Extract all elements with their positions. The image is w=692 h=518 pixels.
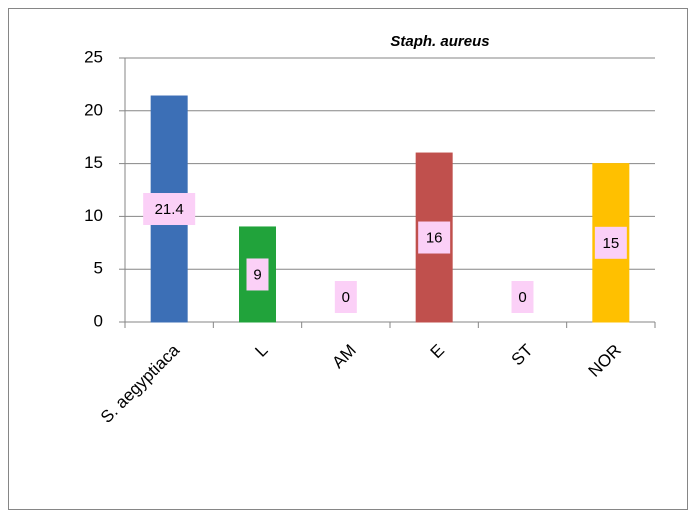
y-tick-label: 15 <box>84 153 103 172</box>
data-label-box <box>334 281 357 313</box>
y-tick-label: 0 <box>94 311 103 330</box>
data-label-box <box>594 226 627 259</box>
data-label: 16 <box>426 229 443 246</box>
y-tick-label: 25 <box>84 47 103 66</box>
data-label: 21.4 <box>155 201 184 218</box>
data-label: 0 <box>342 289 350 306</box>
chart-border <box>8 8 688 510</box>
data-label: 0 <box>518 289 526 306</box>
data-label-box <box>418 221 451 254</box>
y-tick-label: 5 <box>94 259 103 278</box>
chart-title: Staph. aureus <box>390 33 489 50</box>
y-tick-label: 20 <box>84 100 103 119</box>
data-label-box <box>143 193 196 226</box>
data-label: 9 <box>253 266 261 283</box>
data-label-box <box>246 258 269 291</box>
y-tick-label: 10 <box>84 206 103 225</box>
data-label-box <box>511 281 534 313</box>
data-label: 15 <box>602 235 619 252</box>
